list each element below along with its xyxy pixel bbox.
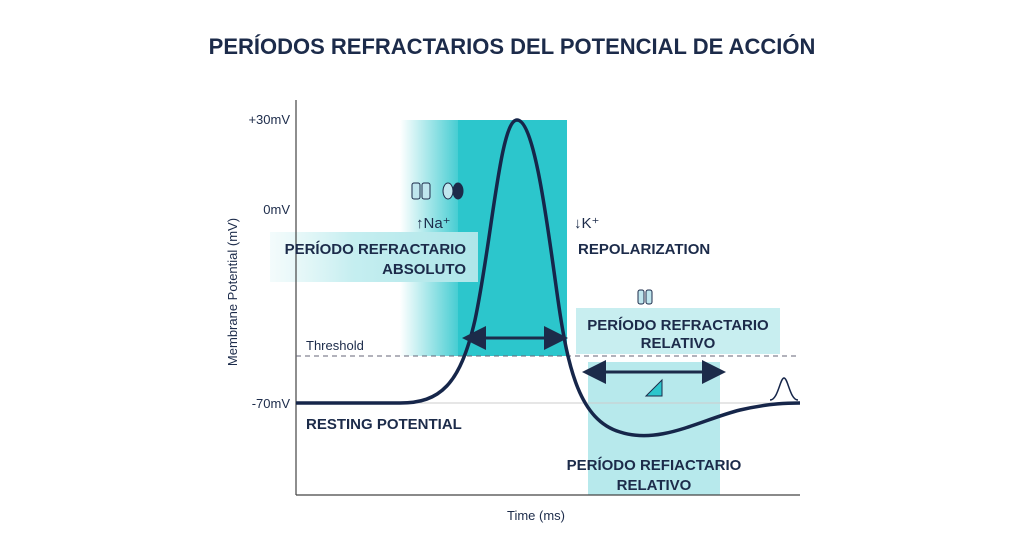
x-label: Time (ms) <box>507 508 565 523</box>
y-tick: +30mV <box>248 112 290 127</box>
channel-icons <box>411 182 653 305</box>
y-label: Membrane Potential (mV) <box>225 218 240 366</box>
relative-label: RELATIVO <box>641 335 716 352</box>
absolute-label: PERÍODO REFRACTARIO <box>285 241 467 258</box>
relative-label-lower: RELATIVO <box>617 477 692 494</box>
resting-label: RESTING POTENTIAL <box>306 416 462 433</box>
y-tick: -70mV <box>252 396 291 411</box>
y-tick: 0mV <box>263 202 290 217</box>
spike-icon <box>769 377 799 401</box>
relative-label: PERÍODO REFRACTARIO <box>587 317 769 334</box>
ramp-icon <box>644 378 663 397</box>
title: PERÍODOS REFRACTARIOS DEL POTENCIAL DE A… <box>209 34 816 59</box>
action-potential <box>296 118 801 438</box>
absolute-box <box>270 232 478 282</box>
threshold-label: Threshold <box>306 338 364 353</box>
relative-box <box>576 308 780 354</box>
absolute-label: ABSOLUTO <box>382 261 466 278</box>
k-label: ↓K⁺ <box>574 215 599 232</box>
na-label: ↑Na⁺ <box>416 215 451 232</box>
repolarization-label: REPOLARIZATION <box>578 241 710 258</box>
relative-label-lower: PERÍODO REFIACTARIO <box>567 457 742 474</box>
